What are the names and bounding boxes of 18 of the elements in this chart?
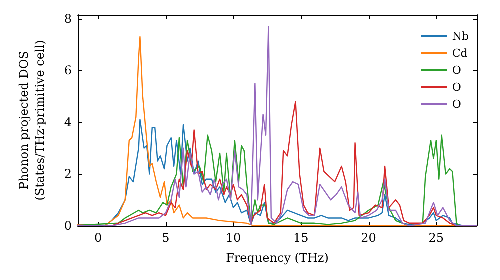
x-tick-label: 10 [226,231,242,245]
legend-label: O [452,81,462,94]
y-tick-label: 8 [64,12,72,26]
x-tick-label: 0 [94,231,102,245]
x-tick-label: 5 [162,231,170,245]
legend-label: O [452,64,462,77]
y-axis-title: Phonon projected DOS (States/THz·primitive cell) [17,40,47,201]
x-tick-label: 25 [428,231,444,245]
x-axis-title: Frequency (THz) [226,251,329,265]
x-tick-label: 15 [294,231,309,245]
legend-label: Cd [452,47,468,60]
y-tick-label: 4 [64,115,72,130]
y-tick-label: 0 [64,219,72,233]
y-tick-label: 2 [64,167,72,182]
legend-label: Nb [452,30,470,43]
x-tick-label: 20 [361,231,376,245]
legend-label: O [452,98,462,111]
y-tick-label: 6 [64,64,72,78]
